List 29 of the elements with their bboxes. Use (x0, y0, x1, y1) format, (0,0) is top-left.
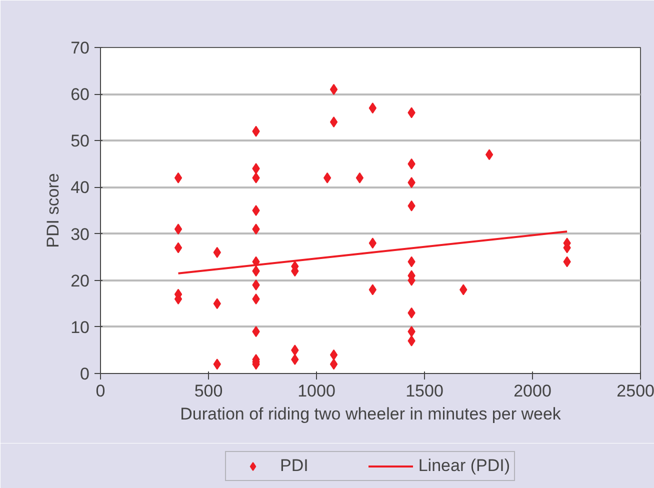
x-tick-label: 1500 (406, 382, 444, 400)
legend-label: Linear (PDI) (418, 456, 510, 476)
x-tick-label: 0 (96, 382, 106, 400)
x-tick-label: 2500 (616, 382, 654, 400)
point (174, 172, 182, 184)
x-tick-label: 500 (194, 382, 223, 400)
y-tick-label: 40 (70, 178, 90, 198)
x-tick-label: 1000 (298, 382, 336, 400)
point (485, 149, 494, 160)
y-axis-title: PDI score (44, 173, 63, 248)
y-tick-label: 0 (80, 364, 90, 384)
legend-label: PDI (280, 456, 308, 476)
point (356, 172, 364, 184)
y-tick-label: 50 (70, 132, 90, 151)
y-tick-label: 70 (70, 38, 90, 58)
y-tick-label: 10 (70, 318, 90, 337)
y-tick-label: 20 (70, 271, 90, 290)
point (252, 205, 260, 216)
y-tick-label: 60 (70, 85, 90, 104)
point (330, 358, 338, 370)
point (330, 84, 338, 95)
y-tick-label: 30 (70, 224, 90, 244)
point (174, 224, 182, 235)
point (330, 349, 338, 360)
point (323, 172, 332, 184)
point (174, 242, 182, 254)
point (330, 116, 338, 128)
x-tick-label: 2000 (514, 382, 552, 400)
x-axis-title: Duration of riding two wheeler in minutes per week (180, 404, 562, 424)
